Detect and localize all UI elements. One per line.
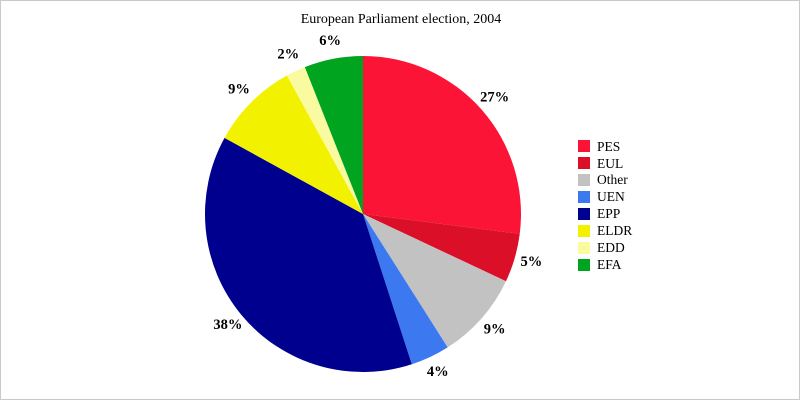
legend-label-edd: EDD bbox=[597, 240, 625, 256]
legend-swatch-pes bbox=[578, 140, 590, 153]
legend-swatch-epp bbox=[578, 208, 590, 220]
chart-title: European Parliament election, 2004 bbox=[300, 12, 502, 27]
legend-item-other: Other bbox=[578, 172, 632, 189]
legend-item-eldr: ELDR bbox=[578, 222, 632, 239]
legend-item-uen: UEN bbox=[578, 189, 632, 206]
legend-swatch-eldr bbox=[578, 224, 590, 237]
pie-slice-edd bbox=[286, 67, 363, 214]
pie-slice-other bbox=[363, 214, 506, 348]
slice-label-edd: 2% bbox=[277, 47, 299, 63]
pie-slice-uen bbox=[363, 214, 448, 365]
legend: PES EUL Other UEN EPP ELDR EDD EFA bbox=[578, 138, 632, 273]
pie-slice-pes bbox=[363, 56, 521, 234]
pie-slice-epp bbox=[204, 137, 412, 373]
legend-swatch-eul bbox=[578, 157, 590, 170]
legend-label-uen: UEN bbox=[597, 189, 625, 205]
legend-item-epp: EPP bbox=[578, 206, 632, 223]
legend-label-other: Other bbox=[597, 172, 628, 188]
pie-slice-eul bbox=[363, 214, 520, 282]
legend-swatch-efa bbox=[578, 258, 590, 271]
slice-label-other: 9% bbox=[484, 321, 506, 337]
legend-swatch-uen bbox=[578, 191, 590, 204]
legend-item-edd: EDD bbox=[578, 239, 632, 256]
legend-item-efa: EFA bbox=[578, 256, 632, 273]
legend-label-epp: EPP bbox=[597, 206, 621, 222]
slice-label-eul: 5% bbox=[521, 254, 543, 270]
pie-slice-efa bbox=[304, 56, 363, 214]
slice-label-eldr: 9% bbox=[228, 81, 250, 97]
legend-swatch-edd bbox=[578, 241, 590, 254]
slice-label-efa: 6% bbox=[319, 33, 341, 49]
legend-label-eul: EUL bbox=[597, 155, 624, 171]
legend-item-pes: PES bbox=[578, 138, 632, 155]
legend-label-efa: EFA bbox=[597, 256, 622, 272]
legend-item-eul: EUL bbox=[578, 155, 632, 172]
slice-label-pes: 27% bbox=[480, 89, 509, 105]
slice-label-uen: 4% bbox=[427, 364, 449, 380]
legend-label-pes: PES bbox=[597, 138, 621, 154]
legend-swatch-other bbox=[578, 174, 590, 187]
slice-label-epp: 38% bbox=[213, 317, 242, 333]
legend-label-eldr: ELDR bbox=[597, 223, 633, 239]
pie-slice-eldr bbox=[224, 75, 363, 214]
